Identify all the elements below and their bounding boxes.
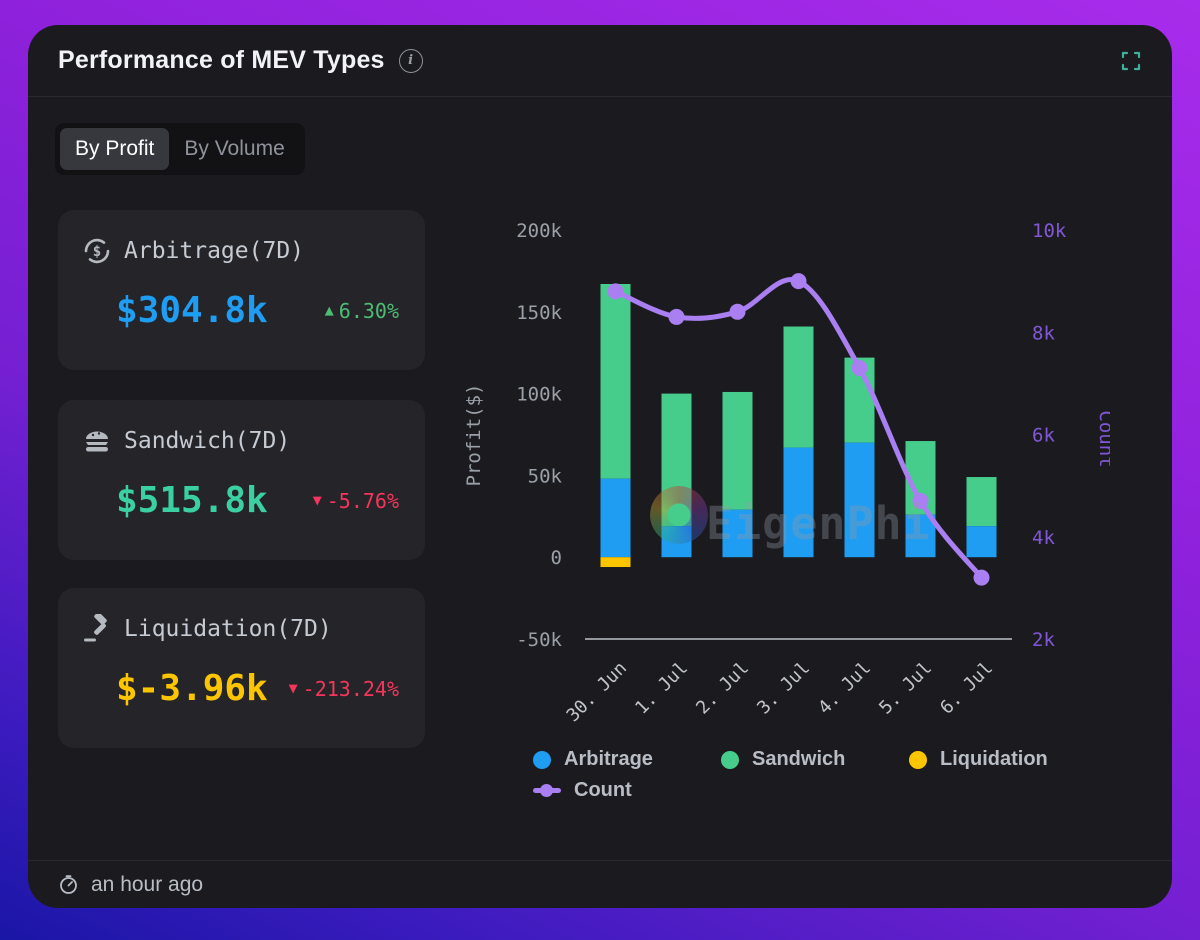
right-axis-tick: 10k (1032, 220, 1067, 242)
legend-label: Count (574, 779, 632, 801)
x-axis-label: 5. Jul (875, 658, 936, 719)
legend-label: Liquidation (940, 748, 1048, 770)
last-updated: an hour ago (91, 872, 204, 896)
mev-chart-svg: 200k 150k 100k 50k 0 -50k Profit($) 10k 8k 6k 4k 2k… (463, 220, 1117, 726)
dollar-exchange-icon: $ (84, 238, 110, 264)
left-axis-tick: 150k (516, 302, 562, 324)
bar-arbitrage[interactable] (844, 442, 875, 558)
bar-arbitrage[interactable] (905, 514, 936, 558)
down-arrow-icon: ▼ (312, 491, 322, 509)
stat-label: Arbitrage(7D) (124, 238, 305, 264)
bar-arbitrage[interactable] (661, 526, 692, 558)
stat-change: ▼ -5.76% (313, 489, 399, 513)
svg-text:$: $ (93, 244, 101, 260)
tab-by-volume[interactable]: By Volume (184, 137, 285, 160)
x-axis-label: 1. Jul (631, 658, 692, 719)
legend-dot-marker (909, 750, 927, 769)
stat-change: ▼ -213.24% (289, 677, 399, 701)
bar-sandwich[interactable] (966, 477, 997, 527)
stat-label: Liquidation(7D) (124, 616, 332, 642)
count-point[interactable] (973, 569, 990, 586)
legend-dot-marker (721, 750, 739, 769)
right-axis-title: Count (1095, 410, 1110, 467)
stat-change-text: -213.24% (302, 676, 399, 701)
legend-label: Arbitrage (564, 748, 653, 770)
x-axis-label: 30. Jun (563, 658, 631, 726)
right-axis-tick: 6k (1032, 425, 1055, 447)
eigenphi-logo (650, 486, 708, 544)
bar-liquidation[interactable] (600, 557, 631, 568)
x-axis-label: 2. Jul (692, 658, 753, 719)
bar-sandwich[interactable] (722, 391, 753, 510)
legend-label: Sandwich (752, 748, 846, 770)
legend-item-liquidation[interactable]: Liquidation (909, 748, 1097, 771)
count-point[interactable] (607, 283, 624, 300)
clock-icon (60, 875, 77, 894)
bar-arbitrage[interactable] (722, 509, 753, 558)
stat-value: $-3.96k (116, 668, 268, 709)
bar-arbitrage[interactable] (966, 526, 997, 558)
right-axis-tick: 4k (1032, 527, 1055, 549)
view-switcher: By Profit By Volume (55, 123, 305, 175)
count-point[interactable] (668, 308, 685, 325)
tab-by-profit[interactable]: By Profit (60, 128, 170, 170)
bar-sandwich[interactable] (600, 283, 631, 479)
panel-header: Performance of MEV Types i (28, 25, 1172, 97)
count-point[interactable] (790, 273, 807, 290)
gavel-icon (84, 614, 107, 642)
up-arrow-icon: ▲ (324, 301, 334, 319)
stat-label: Sandwich(7D) (124, 428, 291, 454)
x-axis-label: 4. Jul (814, 658, 875, 719)
legend-item-count[interactable]: Count (533, 779, 1123, 802)
bar-sandwich[interactable] (661, 393, 692, 527)
mev-chart: 200k 150k 100k 50k 0 -50k Profit($) 10k 8k 6k 4k 2k… (450, 195, 1117, 740)
stat-card-liquidation: Liquidation(7D) $-3.96k ▼ -213.24% (58, 588, 425, 748)
bar-arbitrage[interactable] (600, 478, 631, 558)
stat-card-arbitrage: $ Arbitrage(7D) $304.8k ▲ 6.30% (58, 210, 425, 370)
left-axis-title: Profit($) (463, 384, 485, 487)
stat-value: $304.8k (116, 290, 268, 331)
count-point[interactable] (851, 360, 868, 377)
legend-dot-marker (533, 750, 551, 769)
left-axis-tick: -50k (516, 629, 562, 651)
legend-line-marker (533, 784, 561, 797)
fullscreen-icon (1121, 51, 1141, 70)
down-arrow-icon: ▼ (288, 679, 298, 697)
right-axis-tick: 2k (1032, 629, 1055, 651)
fullscreen-button[interactable] (1120, 50, 1142, 72)
left-axis-tick: 0 (551, 547, 562, 569)
panel-footer: an hour ago (28, 860, 1172, 908)
stat-card-sandwich: Sandwich(7D) $515.8k ▼ -5.76% (58, 400, 425, 560)
panel-title: Performance of MEV Types (58, 46, 385, 74)
count-point[interactable] (912, 492, 929, 509)
info-icon[interactable]: i (398, 48, 423, 73)
sandwich-icon (86, 431, 108, 452)
legend-item-sandwich[interactable]: Sandwich (721, 748, 909, 771)
right-axis-tick: 8k (1032, 322, 1055, 344)
watermark-text: EigenPhi (706, 497, 931, 550)
left-axis-tick: 50k (528, 465, 563, 487)
stat-change-text: 6.30% (338, 298, 399, 323)
bar-sandwich[interactable] (783, 326, 814, 448)
stat-change: ▲ 6.30% (325, 299, 399, 323)
x-axis-label: 3. Jul (753, 658, 814, 719)
count-point[interactable] (729, 303, 746, 320)
legend-item-arbitrage[interactable]: Arbitrage (533, 748, 721, 771)
bar-arbitrage[interactable] (783, 447, 814, 558)
left-axis-tick: 200k (516, 220, 562, 242)
stat-value: $515.8k (116, 480, 268, 521)
left-axis-tick: 100k (516, 384, 562, 406)
chart-legend: Arbitrage Sandwich Liquidation Count (533, 748, 1123, 802)
stat-change-text: -5.76% (326, 488, 399, 513)
mev-types-panel: Performance of MEV Types i By Profit By … (28, 25, 1172, 908)
x-axis-label: 6. Jul (936, 658, 997, 719)
